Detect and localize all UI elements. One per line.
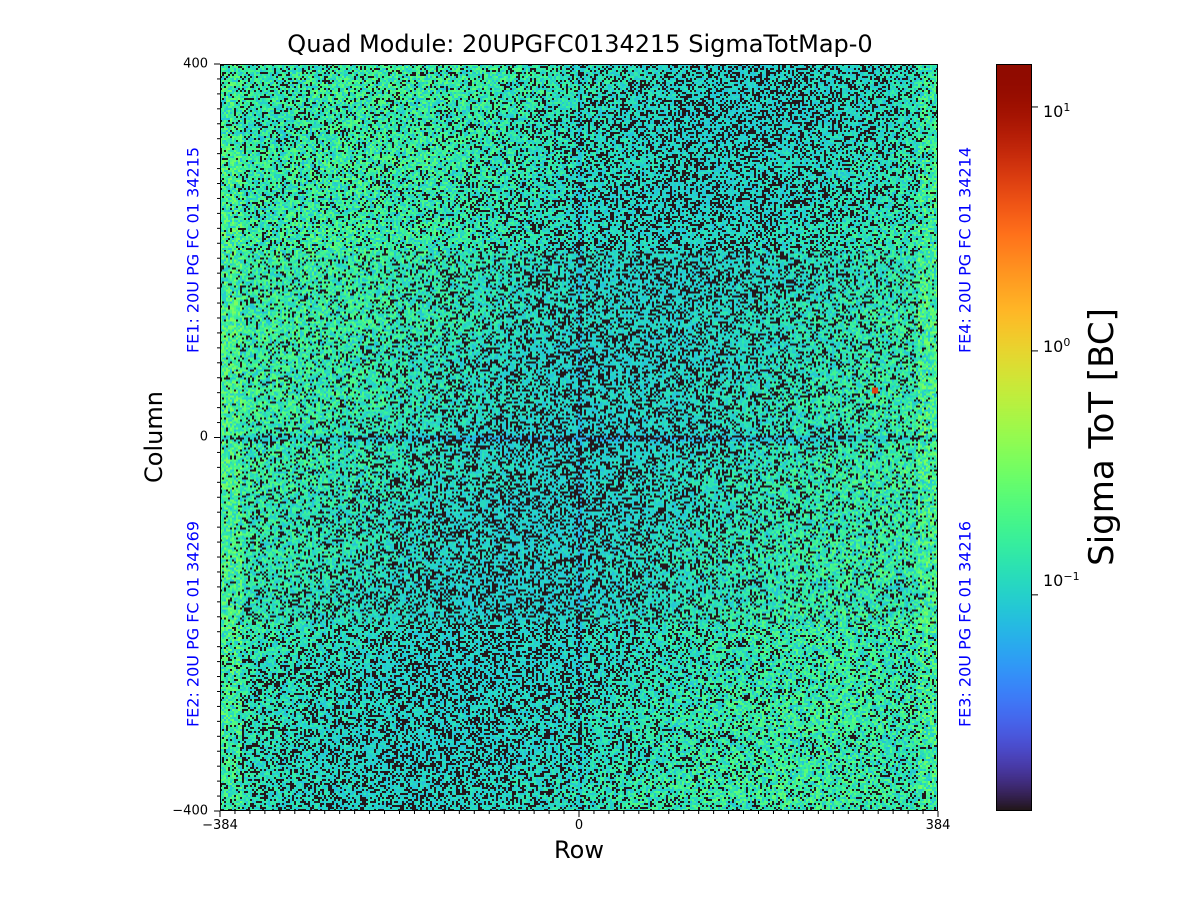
fe1-label: FE1: 20U PG FC 01 34215	[183, 146, 203, 354]
colorbar-tick-label: 100	[1043, 335, 1071, 357]
sigma-tot-heatmap	[220, 64, 938, 811]
y-tick-label: −400	[172, 803, 208, 819]
fe4-label: FE4: 20U PG FC 01 34214	[955, 146, 975, 354]
y-axis-label: Column	[140, 391, 168, 483]
x-tick-label: −384	[202, 818, 238, 833]
fe3-label: FE3: 20U PG FC 01 34216	[955, 520, 975, 728]
x-tick-label: 0	[574, 818, 584, 833]
x-tick-label: 384	[925, 818, 951, 833]
y-tick-label: 0	[199, 429, 208, 445]
colorbar-tick-label: 101	[1043, 100, 1071, 122]
x-axis-label: Row	[554, 836, 604, 864]
y-tick-label: 400	[183, 56, 208, 72]
colorbar	[996, 64, 1032, 811]
colorbar-label: Sigma ToT [BC]	[1082, 308, 1122, 566]
fe2-label: FE2: 20U PG FC 01 34269	[183, 520, 203, 728]
chart-title: Quad Module: 20UPGFC0134215 SigmaTotMap-…	[287, 30, 873, 58]
colorbar-tick-label: 10−1	[1043, 569, 1080, 591]
